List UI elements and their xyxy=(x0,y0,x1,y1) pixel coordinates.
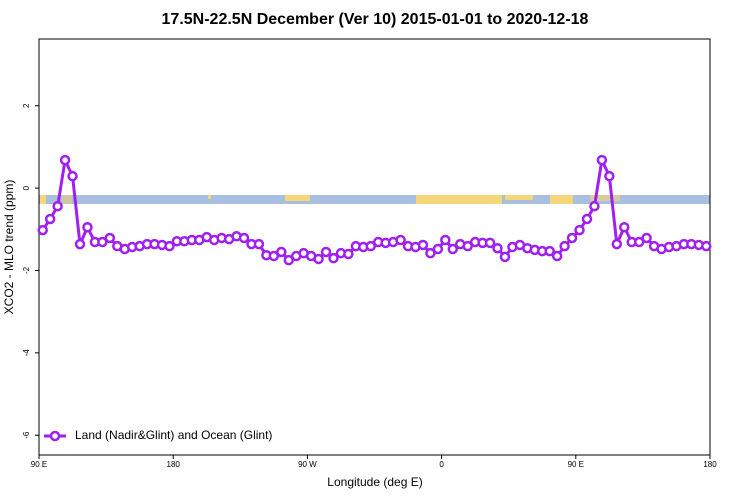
point xyxy=(499,251,511,263)
x-tick-label: 90 E xyxy=(31,460,47,469)
point xyxy=(604,170,615,182)
x-tick-label: 0 xyxy=(439,460,444,469)
point xyxy=(44,213,56,225)
y-tick-label: -2 xyxy=(22,266,31,274)
legend: Land (Nadir&Glint) and Ocean (Glint) xyxy=(44,428,272,442)
point xyxy=(164,240,175,252)
point xyxy=(283,254,295,266)
y-axis-label: XCO2 - MLO trend (ppm) xyxy=(2,180,16,315)
point xyxy=(447,243,459,255)
point xyxy=(641,232,652,244)
point xyxy=(551,250,563,262)
point xyxy=(365,240,377,252)
point xyxy=(268,250,280,262)
point xyxy=(544,245,555,257)
point xyxy=(432,243,444,255)
point xyxy=(440,234,451,246)
point xyxy=(82,221,93,233)
point xyxy=(67,170,78,182)
point xyxy=(462,240,473,252)
point xyxy=(619,221,630,233)
point xyxy=(395,234,406,246)
x-tick-label: 180 xyxy=(703,460,717,469)
point xyxy=(74,238,86,250)
point xyxy=(484,237,496,249)
point xyxy=(343,248,354,260)
point xyxy=(559,240,570,252)
legend-label: Land (Nadir&Glint) and Ocean (Glint) xyxy=(75,428,272,442)
point xyxy=(253,238,265,250)
legend-marker xyxy=(49,430,61,442)
x-axis-label: Longitude (deg E) xyxy=(327,475,422,489)
y-tick-label: -4 xyxy=(22,349,31,357)
point xyxy=(37,224,48,236)
point xyxy=(425,247,436,259)
point xyxy=(320,246,332,258)
point xyxy=(97,236,108,248)
point xyxy=(328,252,339,264)
point xyxy=(417,239,429,251)
y-tick-label: 0 xyxy=(22,185,31,190)
x-tick-label: 180 xyxy=(167,460,181,469)
point xyxy=(104,232,116,244)
point xyxy=(581,213,593,225)
land-ocean-strip xyxy=(39,195,710,204)
point xyxy=(633,236,645,248)
point xyxy=(611,238,623,250)
point xyxy=(574,224,585,236)
point xyxy=(589,200,600,212)
point xyxy=(701,240,712,252)
x-tick-label: 90 E xyxy=(568,460,584,469)
point xyxy=(59,154,71,166)
point xyxy=(492,242,503,254)
x-tick-label: 90 W xyxy=(298,460,317,469)
point xyxy=(566,232,578,244)
point xyxy=(313,253,324,265)
point xyxy=(238,232,250,244)
point xyxy=(276,246,287,258)
point xyxy=(52,200,63,212)
y-tick-label: 2 xyxy=(22,103,31,108)
y-tick-label: -6 xyxy=(22,431,31,439)
chart-title: 17.5N-22.5N December (Ver 10) 2015-01-01… xyxy=(162,11,589,28)
point xyxy=(596,154,608,166)
